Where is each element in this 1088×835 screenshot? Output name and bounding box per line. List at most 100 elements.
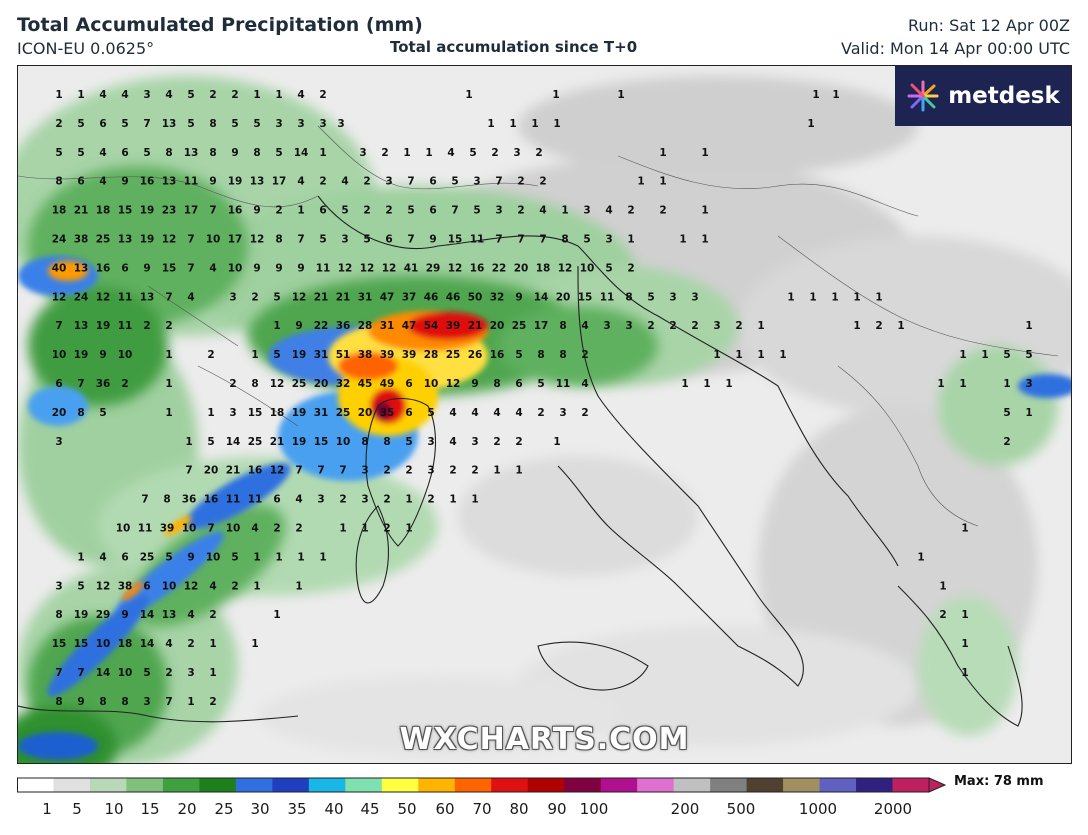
- precip-value-label: 2: [275, 205, 282, 217]
- precip-value-label: 1: [251, 349, 258, 361]
- precip-value-label: 2: [627, 205, 634, 217]
- precip-value-label: 5: [187, 89, 194, 101]
- precip-value-label: 7: [165, 291, 172, 303]
- precip-value-label: 11: [316, 262, 331, 274]
- precip-value-label: 1: [273, 320, 280, 332]
- precip-value-label: 21: [74, 205, 89, 217]
- precip-value-label: 1: [165, 407, 172, 419]
- precip-value-label: 13: [74, 262, 89, 274]
- precip-value-label: 11: [556, 378, 571, 390]
- precip-value-labels: 1 1 4 4 3 4 5 2 2 1 1 4 2 1 1 1 1 12 5 6 5 7 13 5 8 5 5 3 3 3 3 1 1 1 1 15 5…: [52, 89, 1033, 708]
- precip-value-label: 12: [446, 378, 461, 390]
- precip-value-label: 1: [275, 551, 282, 563]
- precip-value-label: 14: [226, 436, 241, 448]
- precip-value-label: 35: [380, 407, 395, 419]
- precip-value-label: 12: [270, 465, 285, 477]
- precipitation-map[interactable]: 1 1 4 4 3 4 5 2 2 1 1 4 2 1 1 1 1 1 2 5 6 5 7 13 5 8 5 5 3 3 3 3 1 1 1 1 1 5 5…: [17, 65, 1072, 764]
- precip-value-label: 11: [184, 176, 199, 188]
- precip-value-label: 1: [209, 638, 216, 650]
- color-scale-tick-label: 1000: [798, 800, 838, 818]
- precip-value-label: 1: [253, 551, 260, 563]
- precip-value-label: 21: [336, 291, 351, 303]
- precip-value-label: 16: [204, 494, 219, 506]
- precip-value-label: 3: [143, 696, 150, 708]
- precip-value-label: 8: [55, 609, 62, 621]
- precip-value-label: 4: [187, 291, 194, 303]
- color-scale-tick-label: 80: [509, 800, 529, 818]
- precip-value-label: 3: [187, 667, 194, 679]
- precip-value-label: 25: [292, 378, 307, 390]
- precip-value-label: 10: [118, 349, 133, 361]
- precip-value-label: 12: [360, 262, 375, 274]
- precip-value-label: 1: [553, 118, 560, 130]
- precip-value-label: 38: [118, 580, 133, 592]
- precip-value-label: 3: [427, 465, 434, 477]
- precip-value-label: 7: [407, 234, 414, 246]
- color-scale-swatch: [892, 778, 930, 792]
- color-scale-bar: [17, 777, 947, 793]
- precip-value-label: 9: [121, 176, 128, 188]
- logo-text: metdesk: [948, 83, 1060, 109]
- precip-value-label: 1: [832, 89, 839, 101]
- precip-value-label: 4: [187, 609, 194, 621]
- precip-value-label: 8: [361, 436, 368, 448]
- precip-value-label: 21: [270, 436, 285, 448]
- precip-value-label: 4: [581, 378, 588, 390]
- precip-value-label: 15: [314, 436, 329, 448]
- precip-value-label: 1: [77, 89, 84, 101]
- precip-value-label: 1: [812, 89, 819, 101]
- precip-value-label: 5: [231, 118, 238, 130]
- precip-value-label: 8: [251, 378, 258, 390]
- precip-value-label: 3: [143, 89, 150, 101]
- precip-value-label: 1: [493, 465, 500, 477]
- precip-value-label: 1: [531, 118, 538, 130]
- precip-value-label: 12: [250, 234, 265, 246]
- precip-value-label: 45: [358, 378, 373, 390]
- precip-value-label: 49: [380, 378, 395, 390]
- precip-value-label: 5: [341, 205, 348, 217]
- metdesk-logo[interactable]: metdesk: [895, 66, 1071, 126]
- precip-value-label: 2: [1003, 436, 1010, 448]
- precip-value-label: 2: [535, 147, 542, 159]
- color-scale-tick-label: 60: [435, 800, 455, 818]
- precip-value-label: 2: [491, 147, 498, 159]
- precip-value-label: 1: [403, 147, 410, 159]
- precip-value-label: 8: [275, 234, 282, 246]
- precip-value-label: 2: [383, 465, 390, 477]
- precip-value-label: 1: [553, 436, 560, 448]
- valid-time: Valid: Mon 14 Apr 00:00 UTC: [841, 39, 1070, 58]
- precip-value-label: 28: [358, 320, 373, 332]
- precip-value-label: 29: [426, 262, 441, 274]
- precip-value-label: 8: [77, 407, 84, 419]
- precip-value-label: 8: [209, 147, 216, 159]
- precip-value-label: 5: [165, 551, 172, 563]
- precip-value-label: 13: [184, 147, 199, 159]
- precip-value-label: 5: [143, 667, 150, 679]
- precip-value-label: 7: [407, 176, 414, 188]
- precip-value-label: 17: [228, 234, 243, 246]
- precip-value-label: 2: [515, 436, 522, 448]
- precip-value-label: 5: [427, 407, 434, 419]
- color-scale-swatch: [235, 778, 273, 792]
- precip-value-label: 20: [490, 320, 505, 332]
- color-scale-swatch: [53, 778, 91, 792]
- precip-value-label: 24: [52, 234, 67, 246]
- precip-value-label: 2: [273, 523, 280, 535]
- header-left: Total Accumulated Precipitation (mm) ICO…: [17, 12, 423, 60]
- precip-value-label: 21: [314, 291, 329, 303]
- precip-value-label: 6: [121, 147, 128, 159]
- precip-value-label: 4: [297, 89, 304, 101]
- precip-value-label: 12: [558, 262, 573, 274]
- precip-value-label: 3: [1025, 378, 1032, 390]
- precip-value-label: 25: [96, 234, 111, 246]
- precip-value-label: 1: [961, 523, 968, 535]
- precip-value-label: 1: [917, 551, 924, 563]
- color-scale-swatch: [454, 778, 492, 792]
- precip-value-label: 8: [55, 696, 62, 708]
- precip-value-label: 2: [405, 465, 412, 477]
- precip-value-label: 10: [580, 262, 595, 274]
- precip-value-label: 3: [513, 147, 520, 159]
- precip-value-label: 12: [270, 378, 285, 390]
- precip-value-label: 7: [165, 696, 172, 708]
- color-scale-tick-label: 90: [547, 800, 567, 818]
